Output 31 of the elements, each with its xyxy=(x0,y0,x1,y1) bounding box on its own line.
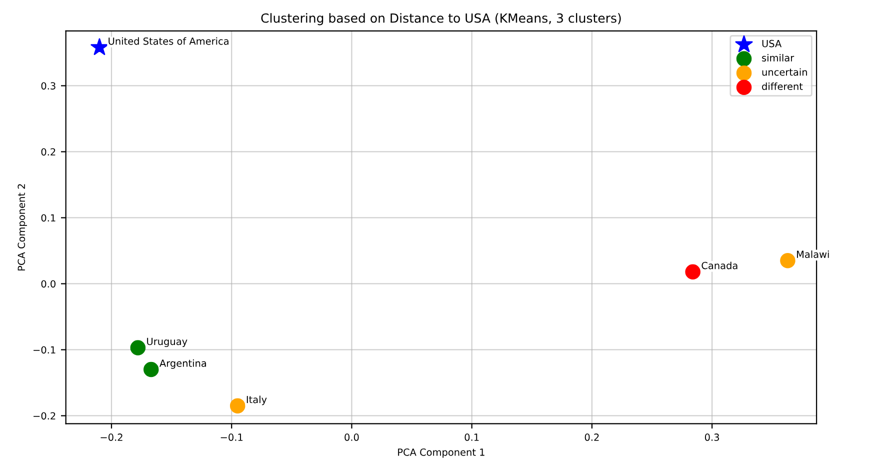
y-tick-label: 0.0 xyxy=(41,280,56,288)
annotation: Canada xyxy=(702,262,738,270)
legend-label: different xyxy=(762,82,803,90)
y-axis-title: PCA Component 2 xyxy=(18,184,27,270)
x-axis-title: PCA Component 1 xyxy=(398,448,484,458)
point xyxy=(130,340,146,356)
point xyxy=(143,362,159,378)
x-tick-label: 0.0 xyxy=(344,434,359,441)
y-tick-label: 0.1 xyxy=(41,214,56,222)
annotation: Malawi xyxy=(797,250,829,258)
y-tick-label: 0.2 xyxy=(41,148,56,156)
annotation: Argentina xyxy=(160,359,206,369)
point xyxy=(90,38,108,56)
annotation: Italy xyxy=(246,396,267,406)
annotation: United States of America xyxy=(108,37,228,45)
chart-title: Clustering based on Distance to USA (KMeans, 3 clusters) xyxy=(261,13,621,26)
x-tick-label: −0.2 xyxy=(100,434,122,441)
x-tick-label: 0.1 xyxy=(464,434,479,441)
y-tick-label: −0.1 xyxy=(34,346,56,354)
x-tick-label: 0.2 xyxy=(584,434,599,441)
y-tick-label: 0.3 xyxy=(41,82,56,90)
legend-label: uncertain xyxy=(762,68,807,76)
annotation: Uruguay xyxy=(147,338,188,347)
point xyxy=(780,252,796,268)
x-tick-label: 0.3 xyxy=(704,434,719,441)
point xyxy=(685,264,700,280)
y-tick-label: −0.2 xyxy=(34,412,56,420)
point xyxy=(230,398,246,414)
x-tick-label: −0.1 xyxy=(220,434,243,441)
legend-label: USA xyxy=(762,40,782,48)
legend-label: similar xyxy=(762,54,794,62)
